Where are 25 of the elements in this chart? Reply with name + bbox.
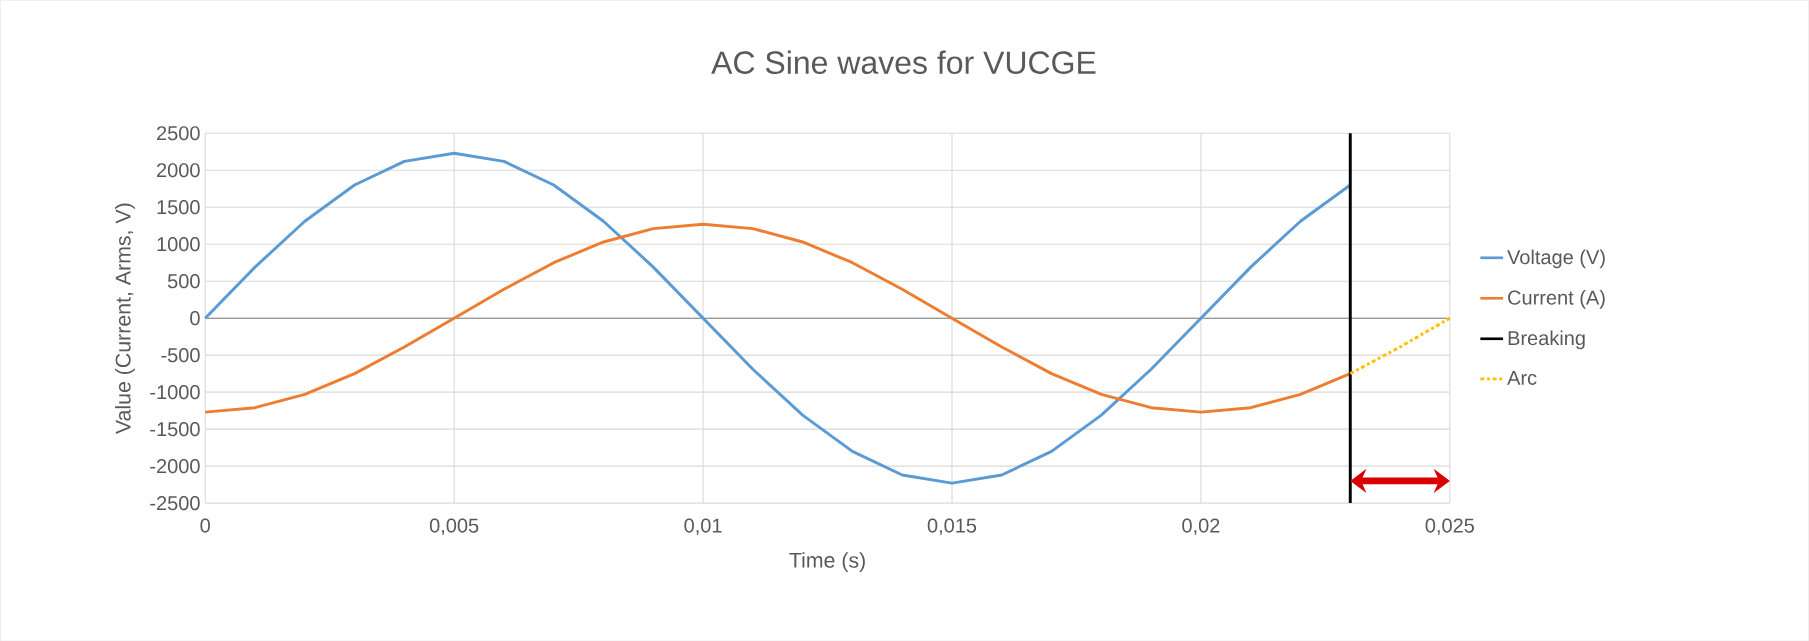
y-axis-title: Value (Current, Arms, V) [115,203,135,434]
legend-label: Arc [1507,370,1537,385]
x-tick-label: 0,02 [1182,518,1220,535]
legend-label: Voltage (V) [1507,249,1605,269]
y-tick-label: 1000 [157,236,200,252]
y-tick-label: 500 [167,273,200,289]
x-axis-title: Time (s) [789,551,865,572]
y-tick-label: 2500 [157,125,200,141]
y-tick-label: -1500 [150,421,200,437]
legend-label: Current (A) [1508,289,1605,309]
y-tick-label: -2000 [150,458,200,474]
line-series [203,222,1352,414]
y-tick-label: 1500 [157,199,200,215]
y-tick-label: -500 [161,347,200,363]
legend-label: Breaking [1508,330,1585,349]
x-tick-label: 0,01 [684,518,722,535]
y-tick-label: -2500 [150,495,200,511]
x-tick-label: 0 [200,518,210,533]
y-tick-label: 0 [190,310,200,326]
x-tick-label: 0,025 [1425,518,1475,535]
chart-title: AC Sine waves for VUCGE [711,50,1096,74]
y-tick-label: -1000 [150,384,200,400]
x-tick-label: 0,005 [429,518,479,535]
x-tick-label: 0,015 [927,518,977,535]
y-tick-label: 2000 [157,162,200,178]
